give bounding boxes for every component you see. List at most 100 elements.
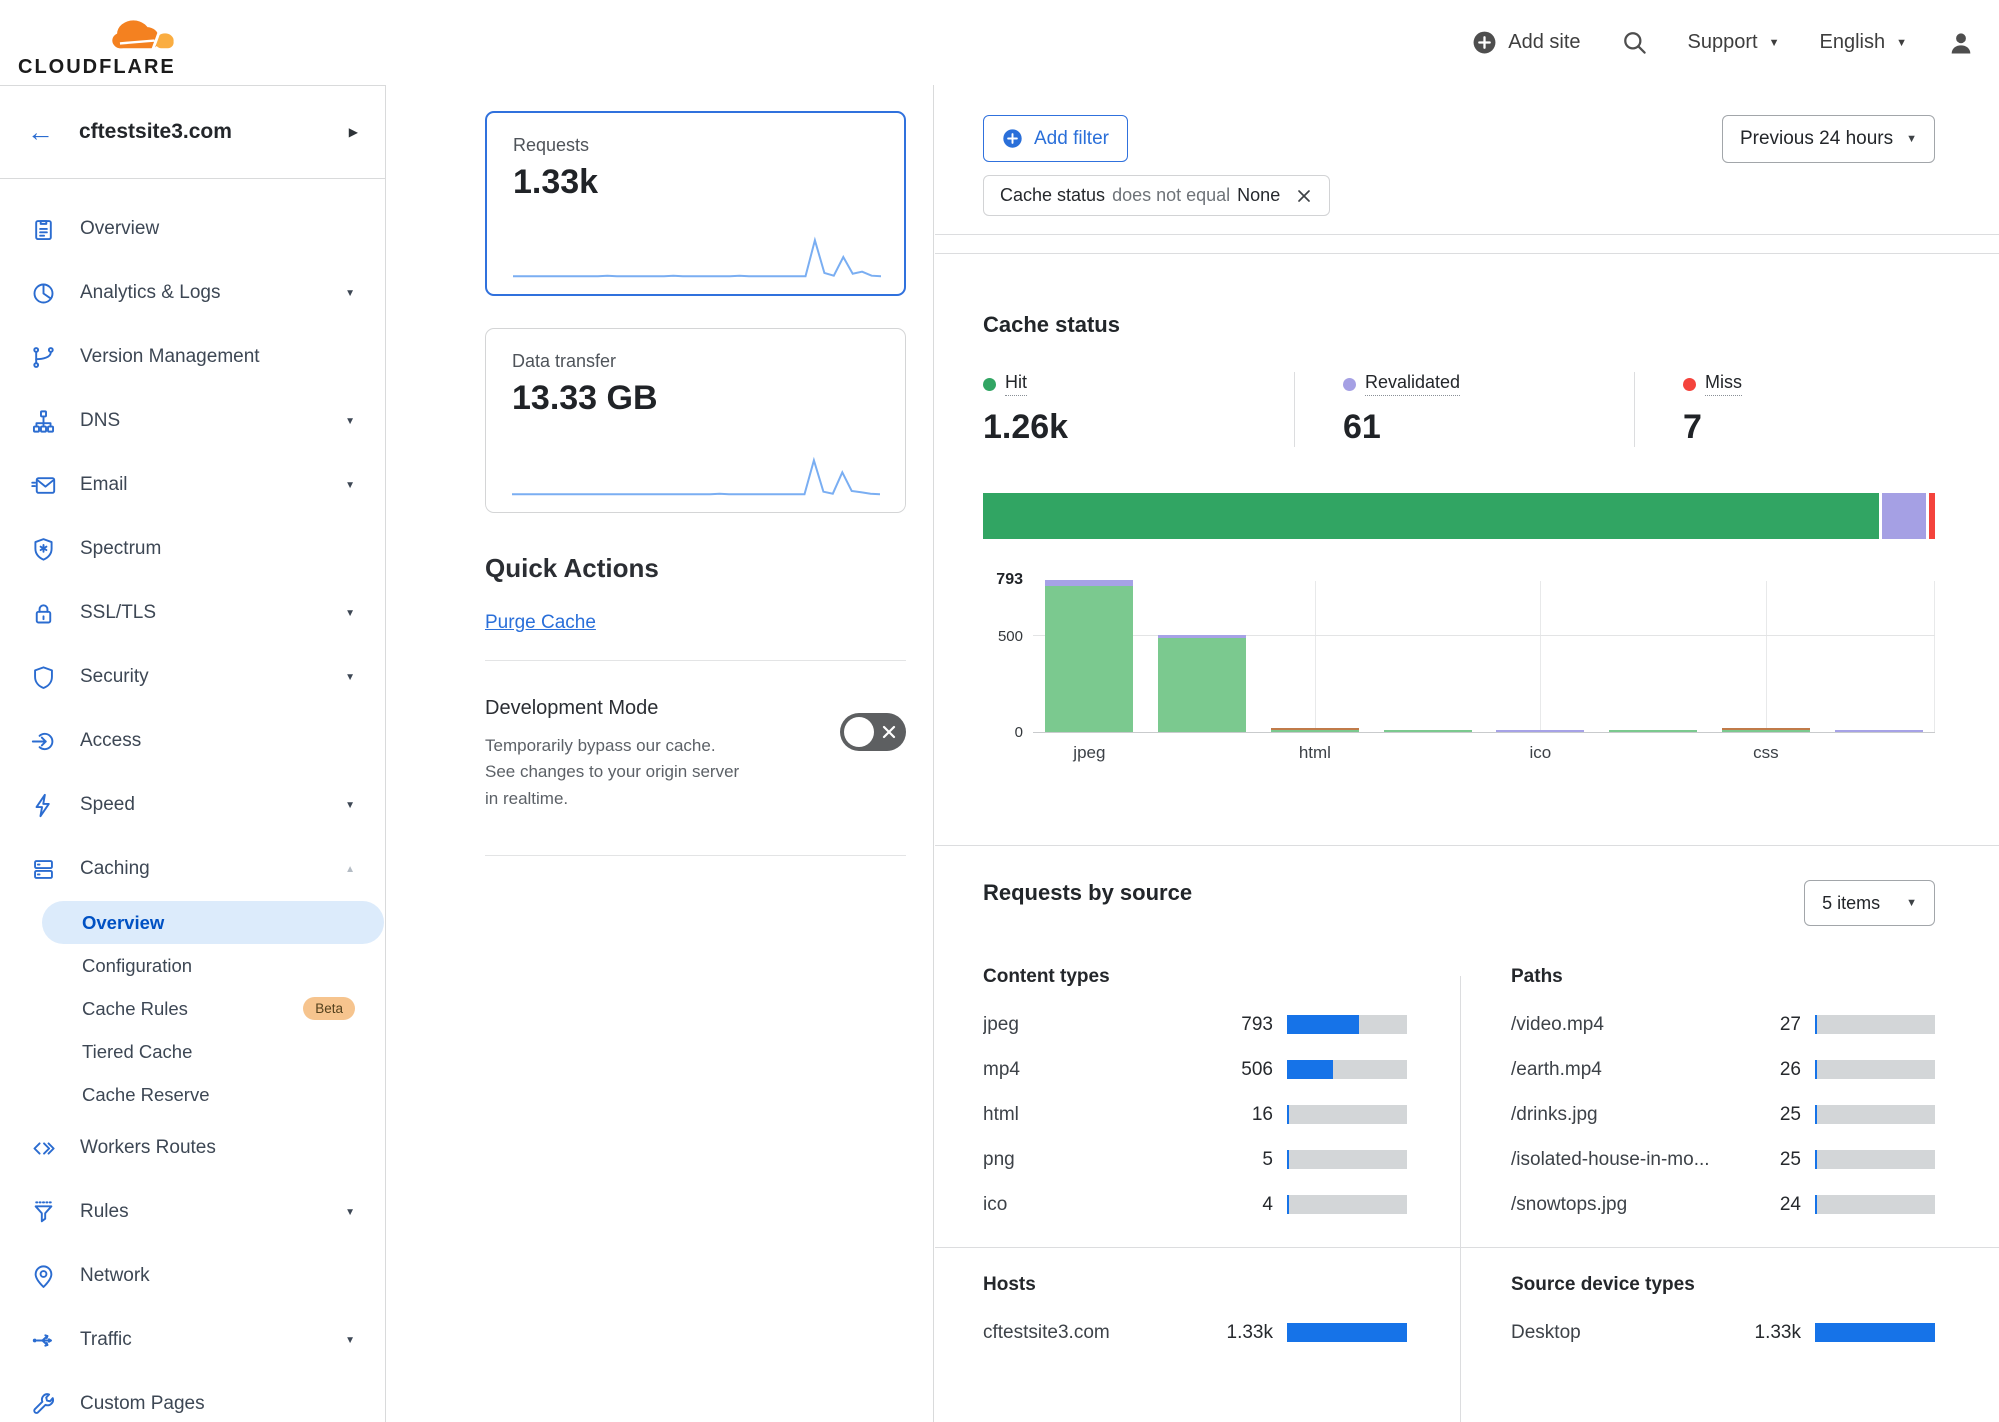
pie-icon [30,280,57,307]
stacked-segment-revalidated[interactable] [1881,493,1926,539]
sidebar-item-label: Access [80,730,142,751]
source-row[interactable]: html 16 [983,1092,1407,1137]
site-expand-icon[interactable]: ▶ [348,125,358,139]
toggle-knob [844,717,874,747]
search-icon[interactable] [1621,29,1648,56]
sidebar-item-ssl-tls[interactable]: SSL/TLS ▼ [0,581,385,645]
sidebar-item-version-management[interactable]: Version Management [0,325,385,389]
sidebar-item-cache-reserve[interactable]: Cache Reserve [0,1073,385,1116]
sparkline-chart [512,456,880,496]
time-range-dropdown[interactable]: Previous 24 hours ▼ [1721,115,1935,163]
sidebar: ← cftestsite3.com ▶ Overview Analytics & … [0,85,386,1422]
sidebar-item-custom-pages[interactable]: Custom Pages [0,1372,385,1422]
sidebar-item-label: Version Management [80,346,260,367]
site-selector[interactable]: ← cftestsite3.com ▶ [0,86,385,179]
bar-slot-png[interactable] [1371,581,1484,732]
source-row-value: 27 [1779,1013,1801,1035]
source-row[interactable]: Desktop 1.33k [1511,1310,1935,1355]
user-account-icon[interactable] [1947,29,1975,57]
source-row[interactable]: /isolated-house-in-mo... 25 [1511,1137,1935,1182]
source-row-label: /isolated-house-in-mo... [1511,1148,1710,1170]
source-row[interactable]: jpeg 793 [983,1002,1407,1047]
sidebar-item-network[interactable]: Network [0,1244,385,1308]
bar-slot-gif[interactable] [1597,581,1710,732]
bar-segment-hit [1383,730,1472,732]
dns-icon [30,408,57,435]
purge-cache-link[interactable]: Purge Cache [485,612,596,633]
sidebar-item-workers-routes[interactable]: Workers Routes [0,1116,385,1180]
sidebar-item-overview[interactable]: Overview [0,197,385,261]
bar-slot-other[interactable] [1822,581,1935,732]
sidebar-item-cache-rules[interactable]: Cache Rules Beta [0,987,385,1030]
bar-slot-html[interactable] [1259,581,1372,732]
source-row[interactable]: cftestsite3.com 1.33k [983,1310,1407,1355]
sidebar-item-label: Tiered Cache [82,1040,193,1062]
stat-label[interactable]: Miss [1705,372,1742,396]
sidebar-item-security[interactable]: Security ▼ [0,645,385,709]
source-row[interactable]: mp4 506 [983,1047,1407,1092]
language-menu[interactable]: English ▼ [1820,31,1908,54]
horizontal-gridline [1033,635,1935,637]
sidebar-item-label: Workers Routes [80,1137,216,1158]
filter-chip[interactable]: Cache status does not equal None [983,175,1331,216]
sidebar-item-configuration[interactable]: Configuration [0,944,385,987]
source-row[interactable]: ico 4 [983,1182,1407,1227]
stacked-segment-hit[interactable] [983,493,1879,539]
bar-slot-css[interactable] [1710,581,1823,732]
top-header: CLOUDFLARE Add site Support ▼ English ▼ [0,0,1999,85]
sidebar-item-overview[interactable]: Overview [42,901,384,944]
source-row[interactable]: /drinks.jpg 25 [1511,1092,1935,1137]
sidebar-item-access[interactable]: Access [0,709,385,773]
usage-bar [1287,1015,1407,1034]
bar-slot-ico[interactable] [1484,581,1597,732]
add-site-button[interactable]: Add site [1472,30,1581,55]
sidebar-item-label: Speed [80,794,135,815]
back-arrow-icon[interactable]: ← [27,116,54,147]
sidebar-item-analytics-logs[interactable]: Analytics & Logs ▼ [0,261,385,325]
y-tick-label: 500 [997,628,1023,646]
source-row-label: html [983,1103,1019,1125]
add-filter-label: Add filter [1034,127,1109,149]
source-row-value: 5 [1262,1148,1273,1170]
source-row[interactable]: /earth.mp4 26 [1511,1047,1935,1092]
sidebar-item-tiered-cache[interactable]: Tiered Cache [0,1030,385,1073]
bar-slot-jpeg[interactable] [1033,580,1146,732]
code-icon [30,1135,57,1162]
sidebar-item-label: Configuration [82,954,193,976]
sidebar-item-rules[interactable]: Rules ▼ [0,1180,385,1244]
sidebar-item-traffic[interactable]: Traffic ▼ [0,1308,385,1372]
items-count-dropdown[interactable]: 5 items ▼ [1804,880,1935,926]
data-transfer-metric-card[interactable]: Data transfer 13.33 GB [485,328,906,513]
cloudflare-cloud-icon [112,20,174,51]
sidebar-item-email[interactable]: Email ▼ [0,453,385,517]
bar-slot-mp4[interactable] [1146,581,1259,732]
source-tables-top: Content types jpeg 793 mp4 506 html 16 png 5 ico 4… [983,966,1935,1227]
source-row-label: /video.mp4 [1511,1013,1604,1035]
source-row-label: /snowtops.jpg [1511,1193,1628,1215]
bar-segment-hit [1609,730,1698,732]
sidebar-item-label: Custom Pages [80,1393,205,1414]
requests-metric-card[interactable]: Requests 1.33k [485,111,906,296]
sidebar-item-caching[interactable]: Caching ▲ [0,837,385,901]
requests-by-source-header: Requests by source 5 items ▼ [983,880,1935,926]
sidebar-item-label: Overview [80,218,160,239]
stat-label[interactable]: Revalidated [1365,372,1461,396]
sidebar-item-dns[interactable]: DNS ▼ [0,389,385,453]
stacked-segment-miss[interactable] [1929,493,1935,539]
server-icon [30,856,57,883]
sidebar-item-speed[interactable]: Speed ▼ [0,773,385,837]
chevron-up-icon: ▲ [345,863,355,875]
bolt-icon [30,792,57,819]
quick-actions-title: Quick Actions [485,553,659,583]
filter-chip-value: None [1237,185,1281,205]
source-row[interactable]: /snowtops.jpg 24 [1511,1182,1935,1227]
add-filter-button[interactable]: Add filter [983,115,1128,162]
sidebar-item-label: Spectrum [80,538,162,559]
development-mode-toggle[interactable] [840,713,906,751]
support-menu[interactable]: Support ▼ [1688,31,1780,54]
stat-label[interactable]: Hit [1005,372,1027,396]
sidebar-item-spectrum[interactable]: Spectrum [0,517,385,581]
remove-filter-icon[interactable] [1295,187,1313,205]
source-row[interactable]: /video.mp4 27 [1511,1002,1935,1047]
source-row[interactable]: png 5 [983,1137,1407,1182]
